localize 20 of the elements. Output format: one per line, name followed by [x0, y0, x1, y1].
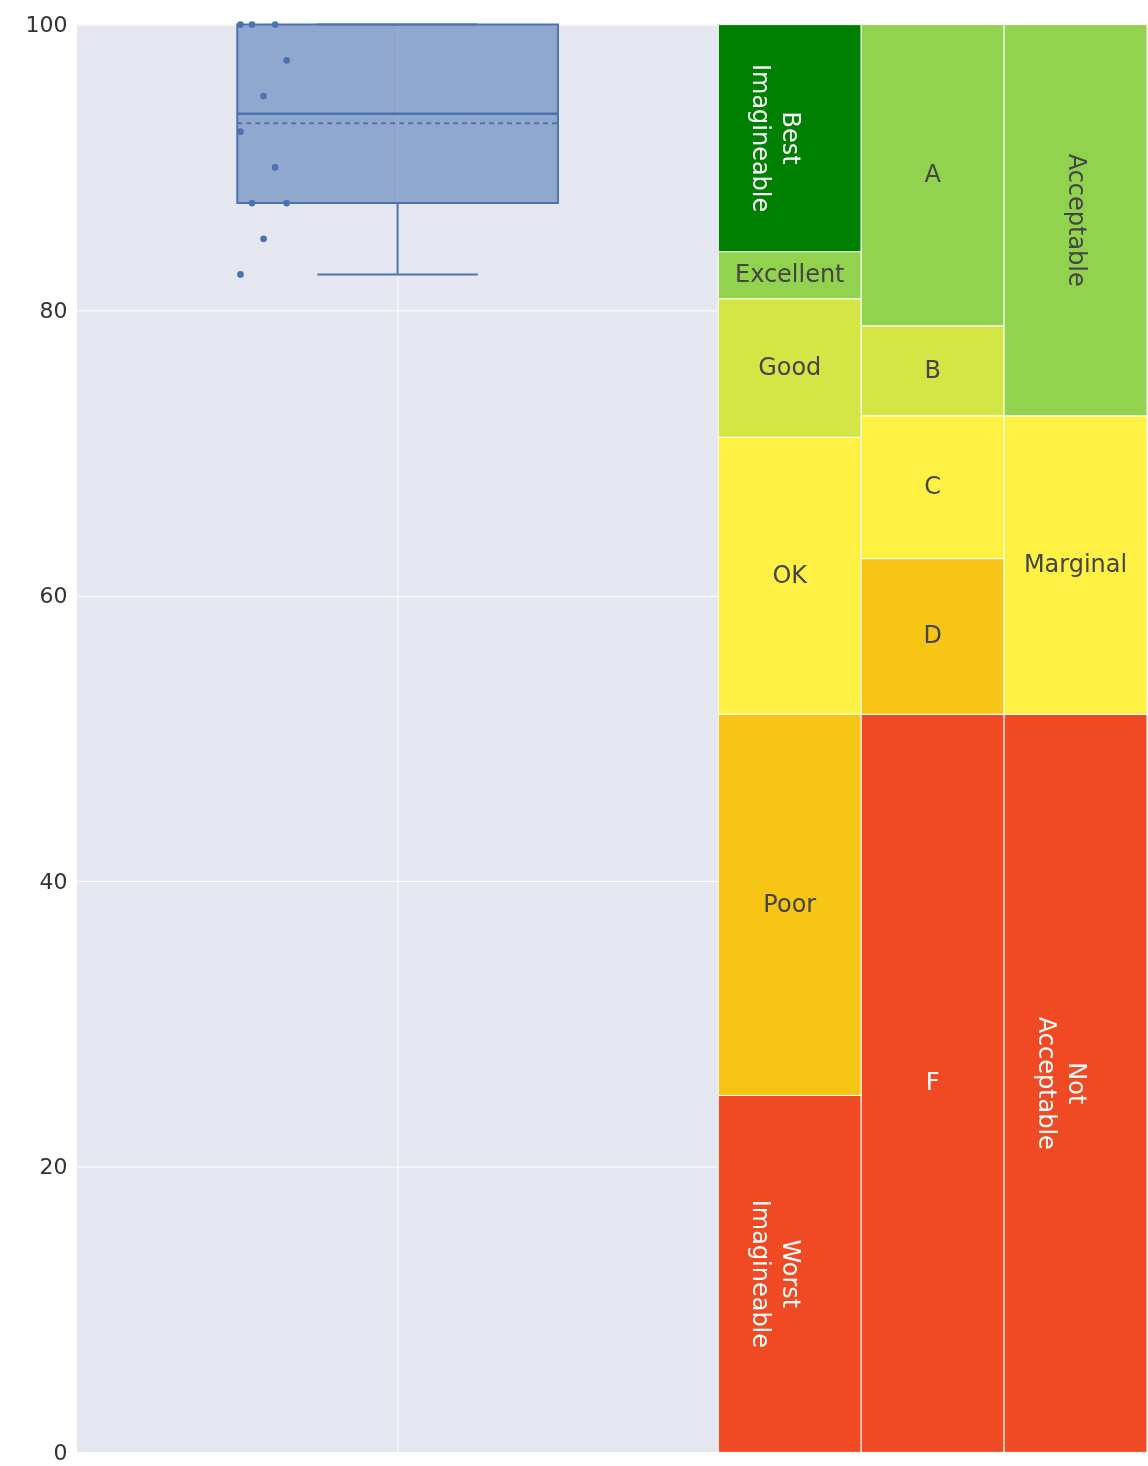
band-label: Not Acceptable	[1032, 1016, 1091, 1150]
y-tick-label: 0	[53, 1439, 68, 1465]
y-tick-label: 80	[39, 297, 68, 323]
band-label: Best Imagineable	[746, 64, 805, 213]
band-label: B	[924, 355, 941, 384]
band-label: D	[923, 621, 942, 650]
band-label: Poor	[763, 889, 817, 918]
band-label: Good	[758, 352, 822, 381]
band-label: OK	[772, 560, 809, 589]
y-tick-label: 40	[39, 868, 68, 894]
band-label: Acceptable	[1062, 153, 1091, 287]
band-label: C	[924, 472, 942, 501]
band-label: Excellent	[735, 260, 845, 289]
band-label: Marginal	[1023, 550, 1128, 579]
y-tick-label: 20	[39, 1154, 68, 1180]
band-label: F	[925, 1068, 940, 1097]
y-tick-label: 60	[39, 583, 68, 609]
y-tick-label: 100	[25, 12, 68, 38]
band-label: A	[924, 160, 942, 189]
band-label: Worst Imagineable	[746, 1199, 805, 1349]
